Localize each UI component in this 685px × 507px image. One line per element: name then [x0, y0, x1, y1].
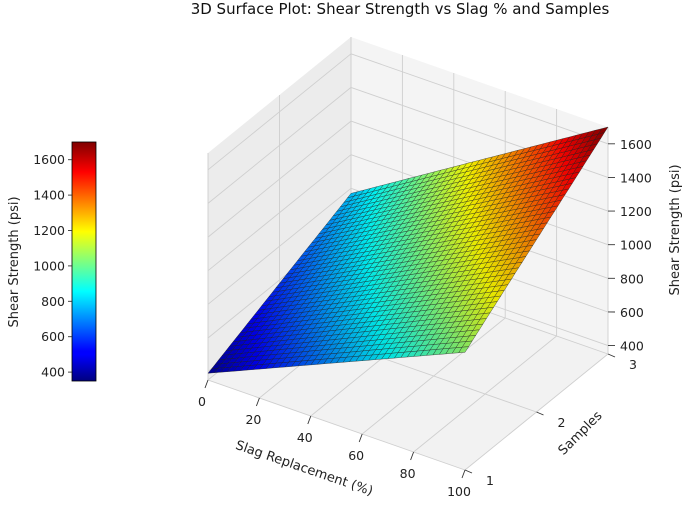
- y-tick-mark: [607, 353, 616, 358]
- colorbar-tick-label: 1200: [33, 223, 65, 238]
- colorbar-tick-label: 600: [41, 329, 65, 344]
- gridline-z: [207, 87, 352, 204]
- y-tick-label: 1: [486, 473, 494, 488]
- z-tick-label: 600: [620, 305, 644, 320]
- colorbar: 400 600 800 1000 1200 1400 1600 Shear Strength…: [7, 141, 97, 382]
- surface-mesh: [207, 126, 609, 374]
- gridline-y: [207, 379, 466, 471]
- gridline-z: [207, 120, 352, 238]
- x-tick-mark: [307, 415, 312, 425]
- x-tick-mark: [461, 469, 466, 479]
- z-tick-label: 1200: [620, 204, 652, 219]
- z-tick-label: 1600: [620, 137, 652, 152]
- x-tick-label: 20: [245, 412, 261, 427]
- x-tick-mark: [255, 397, 260, 407]
- colorbar-ticks: 400 600 800 1000 1200 1400 1600: [33, 152, 72, 380]
- x-tick-label: 80: [400, 466, 416, 481]
- gridline-z: [207, 154, 352, 272]
- surface-cell: [207, 367, 219, 374]
- colorbar-tick-label: 800: [41, 294, 65, 309]
- colorbar-tick-label: 1400: [33, 188, 65, 203]
- colorbar-tick-label: 1000: [33, 258, 65, 273]
- y-tick-label: 3: [629, 357, 637, 372]
- z-tick-label: 400: [620, 339, 644, 354]
- colorbar-gradient: [71, 141, 97, 382]
- y-tick-mark: [464, 469, 473, 474]
- y-tick-mark: [536, 411, 544, 416]
- x-tick-mark: [358, 433, 363, 443]
- chart-title: 3D Surface Plot: Shear Strength vs Slag …: [191, 0, 610, 18]
- z-axis-label: Shear Strength (psi): [668, 164, 683, 295]
- x-tick-label: 0: [198, 394, 206, 409]
- z-tick-label: 800: [620, 271, 644, 286]
- z-tick-label: 1000: [620, 238, 652, 253]
- gridline-z: [350, 53, 609, 145]
- x-tick-mark: [410, 451, 415, 461]
- x-tick-mark: [204, 379, 209, 389]
- colorbar-tick-label: 400: [41, 365, 65, 380]
- gridline-z: [207, 53, 352, 171]
- x-tick-label: 100: [447, 484, 471, 499]
- x-tick-label: 40: [297, 430, 313, 445]
- y-tick-label: 2: [558, 415, 566, 430]
- gridline-z: [207, 187, 352, 305]
- x-tick-label: 60: [348, 448, 364, 463]
- z-tick-label: 1400: [620, 170, 652, 185]
- colorbar-tick-label: 1600: [33, 152, 65, 167]
- colorbar-label: Shear Strength (psi): [7, 196, 22, 327]
- axes-ticks: 0 20 40 60 80 100 1 2 3 400 600 800 1000 1200 1400 1600: [198, 137, 652, 499]
